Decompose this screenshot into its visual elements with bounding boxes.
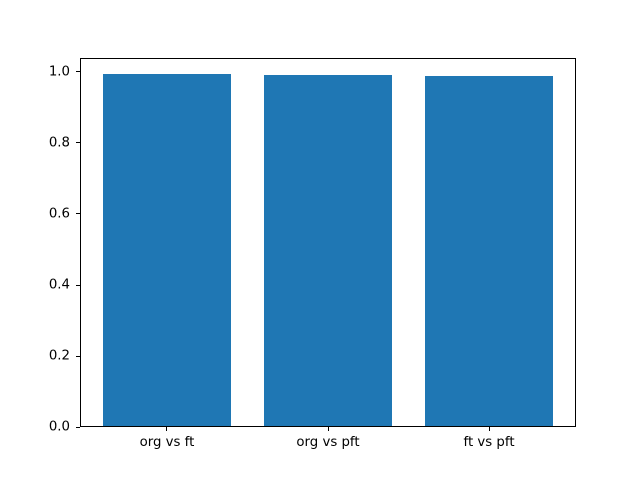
x-axis-tick-label: org vs pft xyxy=(296,435,360,451)
y-axis-tick xyxy=(76,426,80,428)
x-axis-tick xyxy=(488,427,490,432)
y-axis-tick-label: 0.2 xyxy=(48,348,70,364)
x-axis-tick-label: org vs ft xyxy=(139,435,195,451)
y-axis-tick-label: 1.0 xyxy=(48,64,70,80)
x-axis-tick xyxy=(166,427,168,432)
y-axis-tick xyxy=(76,284,80,286)
y-axis-tick xyxy=(76,142,80,144)
bar-ft-vs-pft xyxy=(424,75,554,428)
y-axis-tick-label: 0.0 xyxy=(48,419,70,435)
y-axis-tick xyxy=(76,71,80,73)
y-axis-tick-label: 0.6 xyxy=(48,206,70,222)
x-axis-tick-label: ft vs pft xyxy=(463,435,515,451)
x-axis-tick xyxy=(327,427,329,432)
y-axis-tick-label: 0.4 xyxy=(48,277,70,293)
y-axis-tick xyxy=(76,213,80,215)
y-axis-tick-label: 0.8 xyxy=(48,135,70,151)
bar-org-vs-pft xyxy=(263,74,393,428)
bar-org-vs-ft xyxy=(102,74,232,428)
y-axis-tick xyxy=(76,355,80,357)
